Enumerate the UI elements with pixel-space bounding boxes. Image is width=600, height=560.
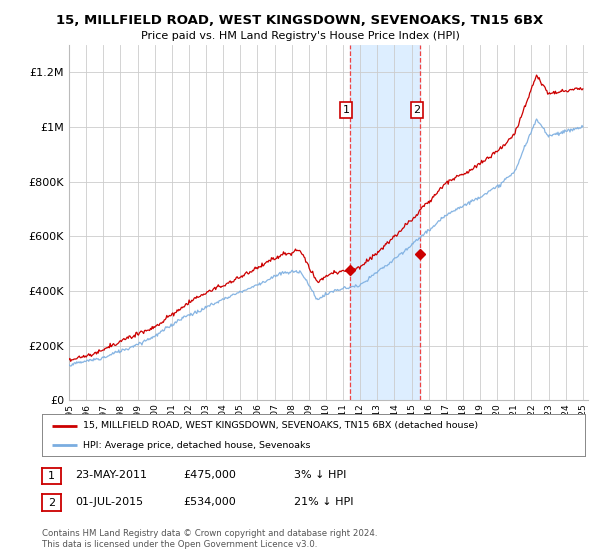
Text: £534,000: £534,000: [183, 497, 236, 507]
Text: 1: 1: [343, 105, 350, 115]
Text: 23-MAY-2011: 23-MAY-2011: [75, 470, 147, 480]
Text: HPI: Average price, detached house, Sevenoaks: HPI: Average price, detached house, Seve…: [83, 441, 310, 450]
Text: Contains HM Land Registry data © Crown copyright and database right 2024.
This d: Contains HM Land Registry data © Crown c…: [42, 529, 377, 549]
Bar: [350, 45, 420, 400]
Text: 01-JUL-2015: 01-JUL-2015: [75, 497, 143, 507]
Text: 15, MILLFIELD ROAD, WEST KINGSDOWN, SEVENOAKS, TN15 6BX (detached house): 15, MILLFIELD ROAD, WEST KINGSDOWN, SEVE…: [83, 421, 478, 430]
Text: 2: 2: [48, 498, 55, 508]
Text: 21% ↓ HPI: 21% ↓ HPI: [294, 497, 353, 507]
Text: 15, MILLFIELD ROAD, WEST KINGSDOWN, SEVENOAKS, TN15 6BX: 15, MILLFIELD ROAD, WEST KINGSDOWN, SEVE…: [56, 14, 544, 27]
Text: 3% ↓ HPI: 3% ↓ HPI: [294, 470, 346, 480]
Text: 1: 1: [48, 471, 55, 481]
Text: £475,000: £475,000: [183, 470, 236, 480]
Text: 2: 2: [413, 105, 421, 115]
Text: Price paid vs. HM Land Registry's House Price Index (HPI): Price paid vs. HM Land Registry's House …: [140, 31, 460, 41]
